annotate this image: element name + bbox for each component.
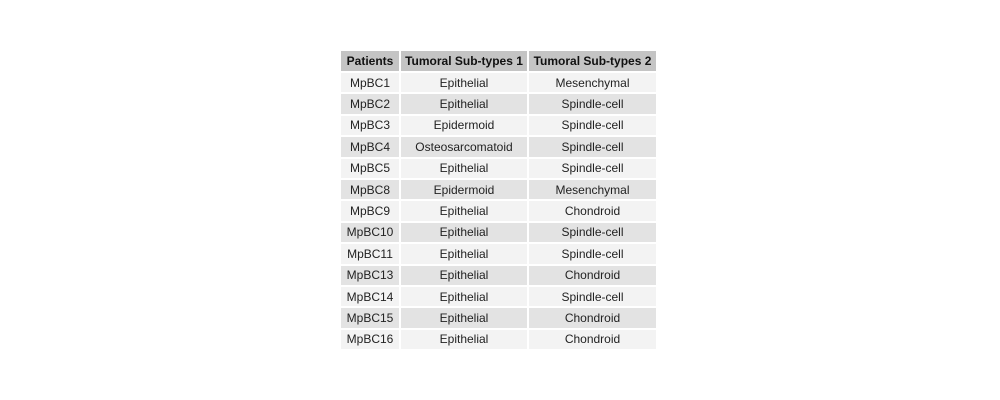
- patient-cell: MpBC2: [341, 94, 399, 114]
- patient-cell: MpBC8: [341, 179, 399, 200]
- subtype-2-cell: Spindle-cell: [529, 115, 656, 136]
- subtype-2-cell: Spindle-cell: [529, 158, 656, 178]
- patient-cell: MpBC16: [341, 329, 399, 350]
- subtype-1-cell: Epidermoid: [401, 115, 527, 136]
- table-row: MpBC4 Osteosarcomatoid Spindle-cell: [341, 137, 656, 157]
- patient-cell: MpBC1: [341, 73, 399, 93]
- patient-cell: MpBC15: [341, 308, 399, 328]
- table-row: MpBC5 Epithelial Spindle-cell: [341, 158, 656, 178]
- subtype-2-cell: Mesenchymal: [529, 73, 656, 93]
- table-header-row: Patients Tumoral Sub-types 1 Tumoral Sub…: [341, 51, 656, 71]
- patient-cell: MpBC14: [341, 286, 399, 307]
- patient-cell: MpBC11: [341, 244, 399, 264]
- subtype-1-cell: Epithelial: [401, 73, 527, 93]
- subtype-2-cell: Chondroid: [529, 201, 656, 221]
- table-row: MpBC15 Epithelial Chondroid: [341, 308, 656, 328]
- header-patients: Patients: [341, 51, 399, 71]
- patient-cell: MpBC10: [341, 222, 399, 243]
- subtype-1-cell: Epithelial: [401, 265, 527, 285]
- subtype-1-cell: Epithelial: [401, 222, 527, 243]
- table-row: MpBC9 Epithelial Chondroid: [341, 201, 656, 221]
- subtype-1-cell: Epithelial: [401, 329, 527, 350]
- table-row: MpBC1 Epithelial Mesenchymal: [341, 73, 656, 93]
- subtype-2-cell: Mesenchymal: [529, 179, 656, 200]
- patient-cell: MpBC5: [341, 158, 399, 178]
- table-row: MpBC13 Epithelial Chondroid: [341, 265, 656, 285]
- table-row: MpBC10 Epithelial Spindle-cell: [341, 222, 656, 243]
- subtype-1-cell: Epithelial: [401, 308, 527, 328]
- table-row: MpBC11 Epithelial Spindle-cell: [341, 244, 656, 264]
- subtype-1-cell: Epithelial: [401, 244, 527, 264]
- patient-cell: MpBC3: [341, 115, 399, 136]
- header-tumoral-sub-types-2: Tumoral Sub-types 2: [529, 51, 656, 71]
- subtype-2-cell: Chondroid: [529, 265, 656, 285]
- header-tumoral-sub-types-1: Tumoral Sub-types 1: [401, 51, 527, 71]
- subtype-2-cell: Spindle-cell: [529, 286, 656, 307]
- subtype-2-cell: Chondroid: [529, 329, 656, 350]
- patient-cell: MpBC4: [341, 137, 399, 157]
- subtype-1-cell: Epidermoid: [401, 179, 527, 200]
- table-row: MpBC16 Epithelial Chondroid: [341, 329, 656, 350]
- subtype-2-cell: Spindle-cell: [529, 222, 656, 243]
- table-row: MpBC8 Epidermoid Mesenchymal: [341, 179, 656, 200]
- table-row: MpBC14 Epithelial Spindle-cell: [341, 286, 656, 307]
- patient-cell: MpBC9: [341, 201, 399, 221]
- subtype-1-cell: Epithelial: [401, 94, 527, 114]
- patients-subtypes-table: Patients Tumoral Sub-types 1 Tumoral Sub…: [339, 49, 658, 351]
- table-row: MpBC2 Epithelial Spindle-cell: [341, 94, 656, 114]
- table-container: Patients Tumoral Sub-types 1 Tumoral Sub…: [339, 49, 658, 351]
- subtype-1-cell: Epithelial: [401, 201, 527, 221]
- subtype-2-cell: Spindle-cell: [529, 244, 656, 264]
- table-body: MpBC1 Epithelial Mesenchymal MpBC2 Epithelia…: [341, 73, 656, 350]
- subtype-2-cell: Chondroid: [529, 308, 656, 328]
- subtype-1-cell: Epithelial: [401, 158, 527, 178]
- patient-cell: MpBC13: [341, 265, 399, 285]
- subtype-1-cell: Epithelial: [401, 286, 527, 307]
- subtype-2-cell: Spindle-cell: [529, 94, 656, 114]
- table-row: MpBC3 Epidermoid Spindle-cell: [341, 115, 656, 136]
- subtype-2-cell: Spindle-cell: [529, 137, 656, 157]
- subtype-1-cell: Osteosarcomatoid: [401, 137, 527, 157]
